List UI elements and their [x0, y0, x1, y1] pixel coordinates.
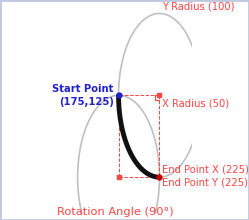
Text: Y Radius (100): Y Radius (100) [162, 2, 235, 12]
Text: X Radius (50): X Radius (50) [162, 99, 229, 108]
Text: End Point Y (225): End Point Y (225) [162, 177, 248, 187]
Text: End Point X (225): End Point X (225) [162, 165, 249, 175]
Text: Start Point
(175,125): Start Point (175,125) [52, 84, 114, 106]
Text: Rotation Angle (90°): Rotation Angle (90°) [57, 207, 174, 218]
